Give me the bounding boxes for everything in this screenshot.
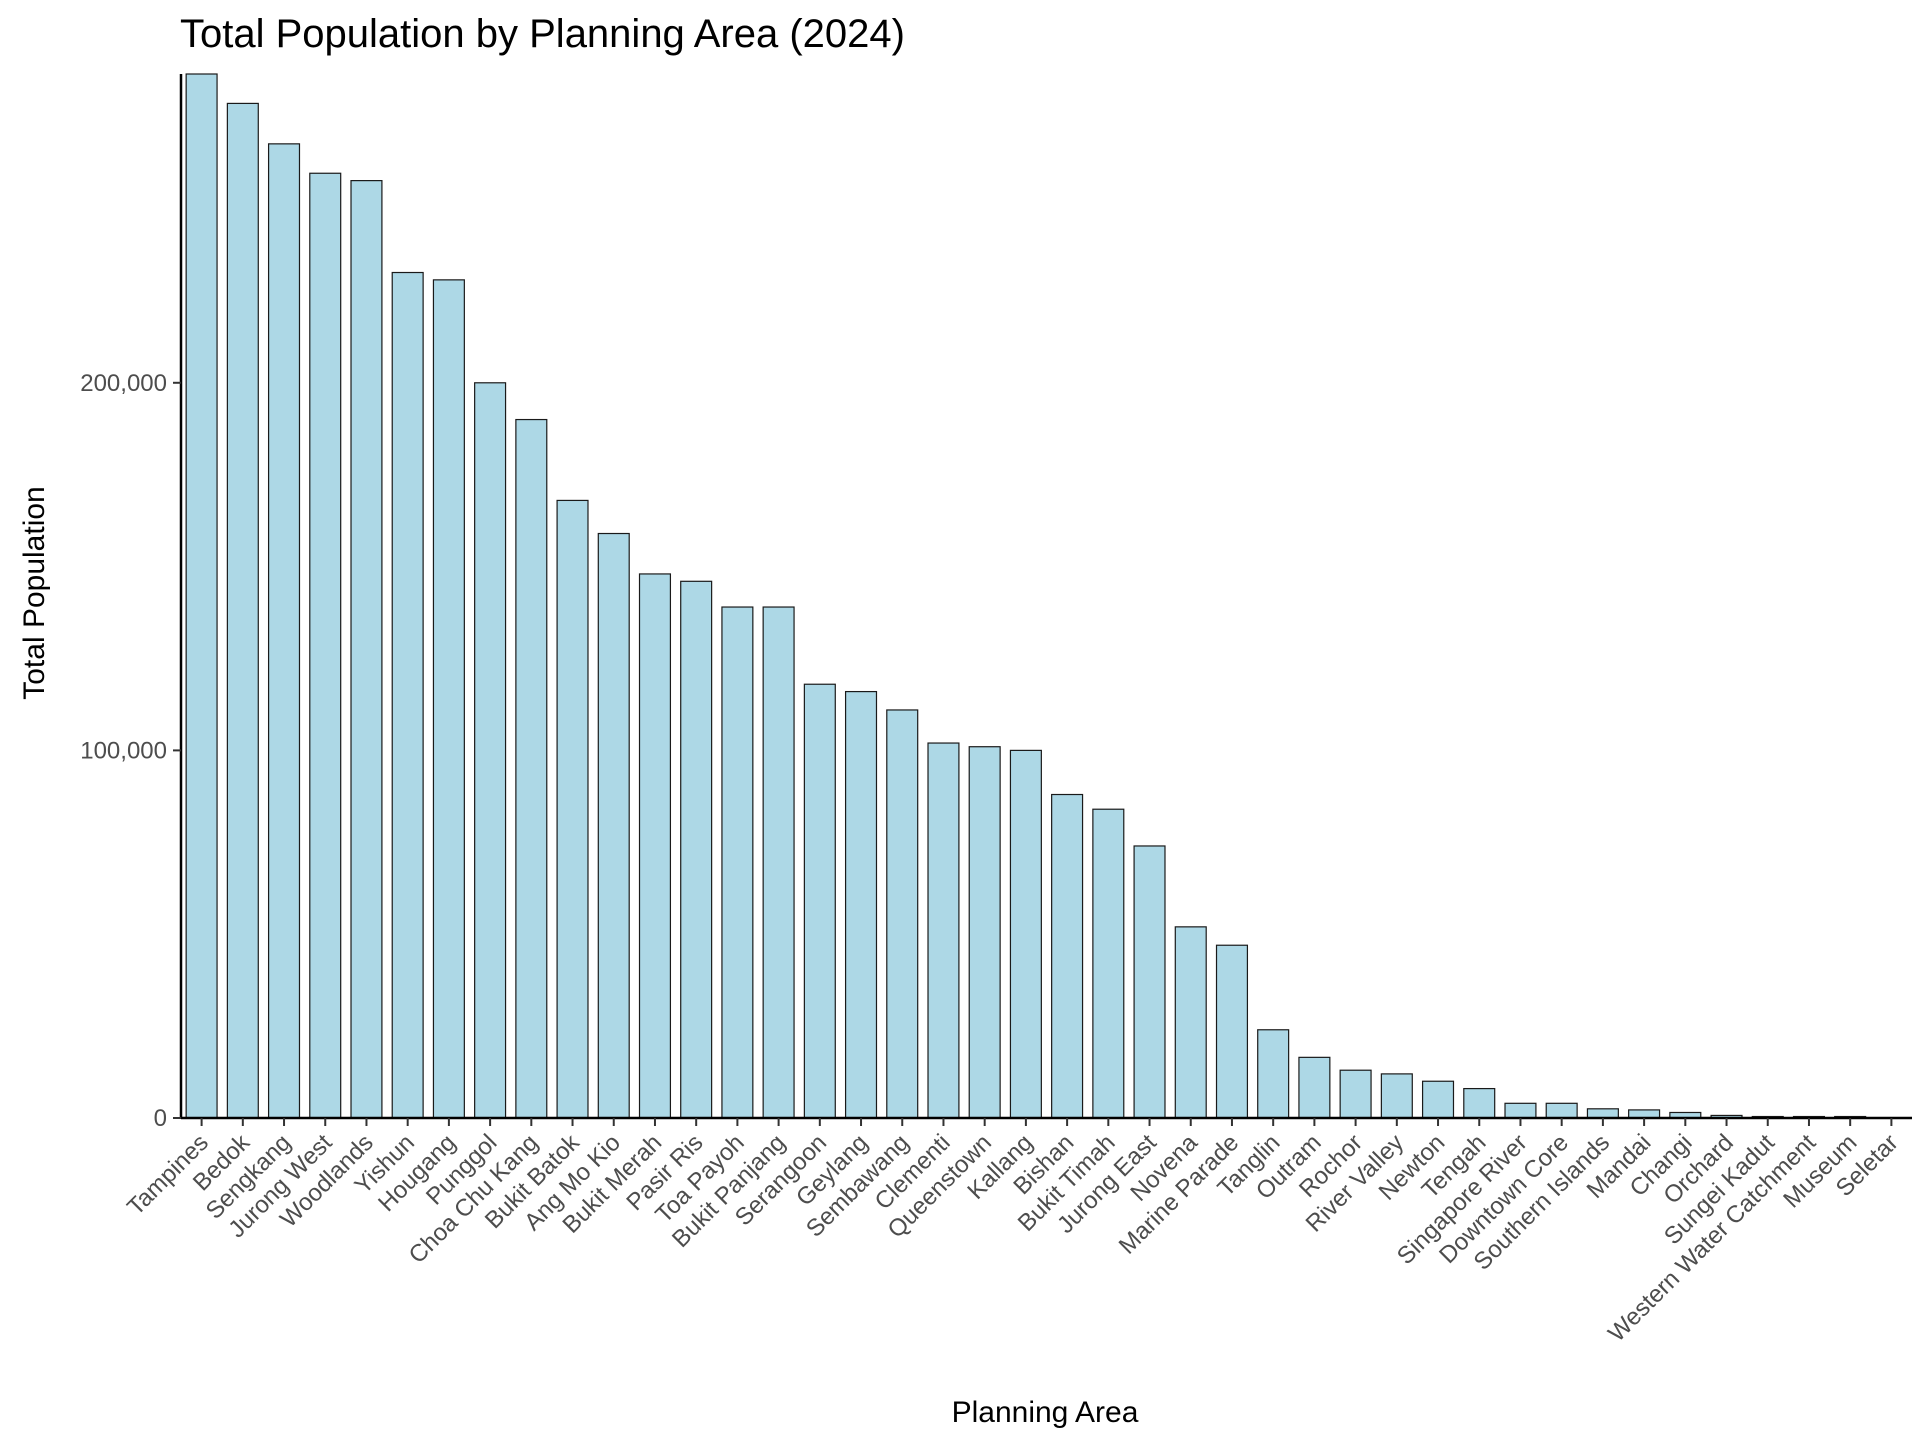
bar-tanglin bbox=[1257, 1029, 1290, 1119]
chart-title: Total Population by Planning Area (2024) bbox=[180, 12, 905, 56]
bar-sembawang bbox=[886, 709, 919, 1119]
y-ticks-group: 0 100,000 200,000 bbox=[80, 370, 181, 1132]
bar-serangoon bbox=[803, 683, 836, 1119]
bar-choa-chu-kang bbox=[515, 418, 548, 1119]
y-tick-label: 200,000 bbox=[80, 370, 167, 397]
bar-clementi bbox=[927, 742, 960, 1119]
bar-rochor bbox=[1339, 1069, 1372, 1119]
bar-novena bbox=[1174, 926, 1207, 1119]
bar-downtown-core bbox=[1545, 1102, 1578, 1119]
y-tick-label: 100,000 bbox=[80, 737, 167, 764]
bar-outram bbox=[1298, 1056, 1331, 1119]
bar-bukit-batok bbox=[556, 499, 589, 1119]
bar-kallang bbox=[1009, 749, 1042, 1119]
bar-queenstown bbox=[968, 746, 1001, 1119]
bar-singapore-river bbox=[1504, 1102, 1537, 1119]
bar-bishan bbox=[1051, 793, 1084, 1119]
bar-bedok bbox=[226, 102, 259, 1119]
bar-pasir-ris bbox=[680, 580, 713, 1119]
bar-toa-payoh bbox=[721, 606, 754, 1119]
bar-bukit-timah bbox=[1092, 808, 1125, 1119]
bar-sengkang bbox=[267, 143, 301, 1119]
x-axis-title: Planning Area bbox=[952, 1396, 1139, 1429]
bar-jurong-west bbox=[309, 172, 342, 1119]
bar-river-valley bbox=[1380, 1073, 1413, 1119]
bar-tengah bbox=[1463, 1087, 1496, 1119]
bar-southern-islands bbox=[1586, 1108, 1619, 1119]
bar-hougang bbox=[432, 279, 465, 1119]
bar-newton bbox=[1421, 1080, 1455, 1119]
bar-woodlands bbox=[350, 180, 383, 1119]
bar-bukit-merah bbox=[638, 573, 672, 1119]
bar-geylang bbox=[844, 690, 878, 1119]
bar-tampines bbox=[185, 73, 218, 1119]
axes-group bbox=[179, 74, 1912, 1120]
bar-ang-mo-kio bbox=[597, 532, 630, 1119]
bar-punggol bbox=[474, 382, 507, 1119]
y-axis-title: Total Population bbox=[18, 486, 51, 700]
bar-marine-parade bbox=[1215, 944, 1249, 1119]
bar-jurong-east bbox=[1133, 845, 1166, 1119]
bar-bukit-panjang bbox=[762, 606, 795, 1119]
bars-group bbox=[185, 73, 1908, 1119]
bar-yishun bbox=[391, 271, 424, 1119]
y-tick-label: 0 bbox=[154, 1105, 167, 1132]
